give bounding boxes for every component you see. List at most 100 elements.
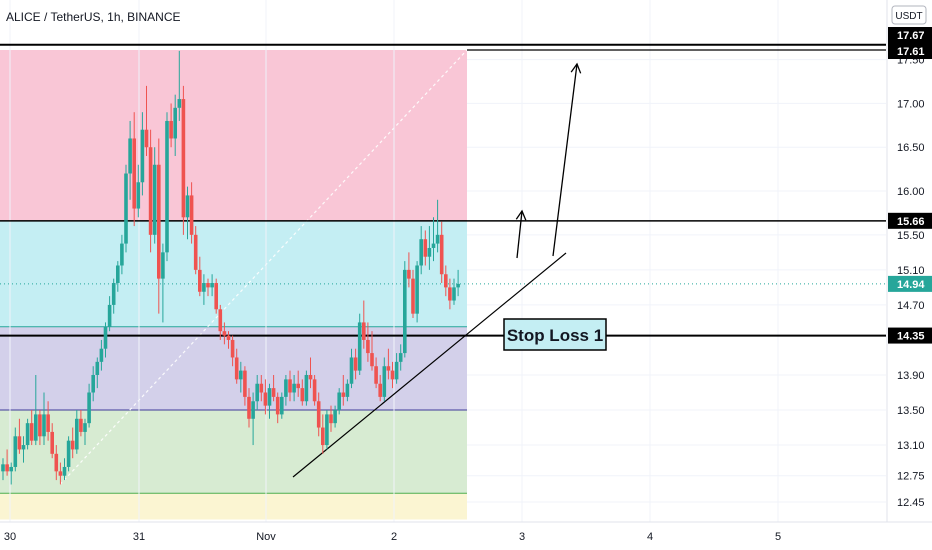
candle[interactable]: [107, 296, 112, 332]
candle[interactable]: [128, 120, 132, 200]
candle[interactable]: [411, 269, 415, 319]
candle[interactable]: [251, 392, 255, 446]
candle[interactable]: [337, 388, 341, 415]
candle[interactable]: [198, 256, 202, 297]
candle[interactable]: [255, 374, 259, 411]
candle[interactable]: [431, 217, 436, 262]
candle[interactable]: [95, 357, 100, 389]
candle[interactable]: [378, 374, 382, 402]
candle[interactable]: [370, 331, 374, 371]
candle[interactable]: [140, 112, 145, 196]
candle[interactable]: [83, 418, 87, 446]
candle[interactable]: [34, 374, 38, 446]
candle[interactable]: [444, 265, 448, 297]
candle[interactable]: [87, 383, 91, 428]
candle[interactable]: [439, 221, 444, 284]
arrow-large[interactable]: [552, 63, 578, 257]
candle[interactable]: [267, 383, 272, 419]
candle[interactable]: [13, 427, 18, 472]
candle[interactable]: [275, 392, 280, 424]
candle[interactable]: [247, 388, 251, 428]
candle[interactable]: [222, 322, 227, 345]
candle[interactable]: [423, 230, 428, 266]
trend-line[interactable]: [292, 252, 567, 478]
price-label[interactable]: [888, 327, 932, 344]
candle[interactable]: [374, 357, 378, 389]
candle[interactable]: [50, 423, 54, 459]
price-label[interactable]: [888, 212, 932, 229]
candle[interactable]: [415, 261, 419, 323]
price-label[interactable]: [888, 43, 932, 59]
candle[interactable]: [280, 392, 284, 419]
candle[interactable]: [362, 300, 366, 349]
price-label[interactable]: [888, 275, 932, 292]
candle[interactable]: [308, 357, 313, 389]
candle[interactable]: [5, 449, 9, 476]
price-axis[interactable]: [887, 0, 932, 550]
candle[interactable]: [161, 243, 165, 323]
candle[interactable]: [316, 392, 321, 437]
candle[interactable]: [353, 348, 358, 380]
candle[interactable]: [214, 278, 218, 314]
candle[interactable]: [124, 164, 128, 253]
candle[interactable]: [382, 357, 387, 402]
candle[interactable]: [333, 405, 337, 428]
candle[interactable]: [321, 414, 325, 454]
candle[interactable]: [17, 418, 22, 454]
candle[interactable]: [394, 353, 399, 384]
candle[interactable]: [288, 370, 292, 402]
candle[interactable]: [366, 322, 370, 362]
candle[interactable]: [398, 344, 403, 371]
candle[interactable]: [54, 445, 59, 481]
candle[interactable]: [292, 374, 296, 402]
candle[interactable]: [259, 374, 264, 402]
candle[interactable]: [185, 186, 190, 240]
candle[interactable]: [173, 94, 177, 156]
candle[interactable]: [66, 436, 71, 472]
candle[interactable]: [38, 410, 42, 446]
candle[interactable]: [345, 379, 350, 402]
candle[interactable]: [1, 458, 5, 481]
candle[interactable]: [132, 112, 136, 227]
candle[interactable]: [9, 462, 13, 485]
candle[interactable]: [165, 112, 169, 262]
candle[interactable]: [263, 379, 268, 415]
candle[interactable]: [189, 182, 194, 244]
candle[interactable]: [226, 331, 231, 349]
candle[interactable]: [144, 85, 149, 156]
candle[interactable]: [239, 361, 243, 393]
candle[interactable]: [407, 252, 411, 288]
stop-loss-box[interactable]: [503, 318, 607, 351]
candle[interactable]: [304, 370, 309, 406]
candle[interactable]: [390, 361, 395, 389]
price-label[interactable]: [888, 27, 932, 43]
candle[interactable]: [296, 370, 300, 397]
candle[interactable]: [243, 366, 247, 406]
candle[interactable]: [116, 261, 120, 292]
candle[interactable]: [157, 138, 161, 314]
candle[interactable]: [21, 436, 26, 463]
candle[interactable]: [448, 278, 452, 310]
candle[interactable]: [75, 410, 79, 454]
candle[interactable]: [300, 379, 305, 406]
candle[interactable]: [386, 348, 391, 380]
candle[interactable]: [218, 304, 223, 340]
candle[interactable]: [452, 278, 456, 305]
candle[interactable]: [341, 374, 346, 406]
candle[interactable]: [193, 226, 198, 275]
candle[interactable]: [152, 147, 157, 244]
candle[interactable]: [91, 366, 95, 402]
candle[interactable]: [79, 410, 83, 437]
candle[interactable]: [169, 103, 173, 148]
currency-badge[interactable]: [891, 5, 927, 25]
candle[interactable]: [419, 226, 423, 275]
candle[interactable]: [148, 129, 153, 253]
candle[interactable]: [29, 410, 34, 446]
candle[interactable]: [42, 392, 46, 446]
candle[interactable]: [103, 322, 108, 358]
candle[interactable]: [357, 313, 362, 375]
candle[interactable]: [99, 339, 104, 371]
candle[interactable]: [435, 199, 440, 253]
